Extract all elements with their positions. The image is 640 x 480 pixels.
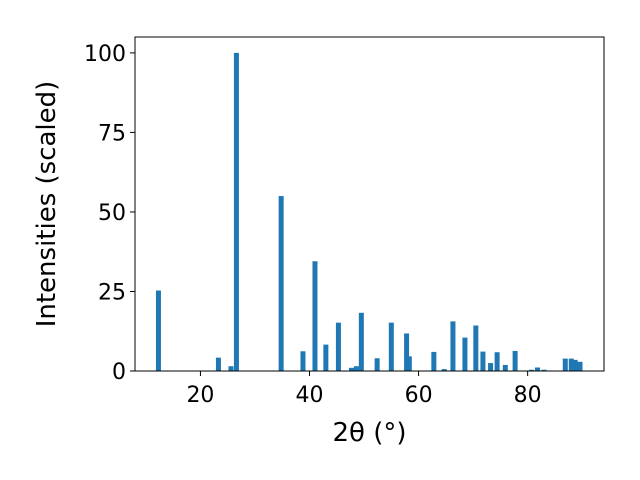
bar-0 [155,290,161,371]
bar-23 [494,352,500,371]
y-axis: 0 25 50 75 100 [84,42,135,385]
bar-24 [502,364,508,371]
bar-22 [488,363,494,371]
bar-2 [228,366,234,371]
bar-20 [473,325,479,371]
bar-10 [353,366,359,371]
bar-32 [577,361,583,371]
y-tick-label: 25 [98,280,126,305]
bars-layer [155,52,583,372]
bar-18 [450,321,456,371]
bar-1 [215,357,221,371]
bar-9 [349,367,354,371]
bar-6 [312,261,318,371]
bar-28 [541,369,547,371]
bar-16 [431,351,437,371]
bar-21 [480,351,486,371]
bar-8 [335,322,341,371]
bar-13 [388,322,394,371]
bar-27 [534,367,540,371]
bar-15 [406,356,412,371]
bar-31 [572,359,578,371]
bar-7 [323,344,329,371]
plot-frame [134,36,605,372]
bar-5 [300,351,306,371]
bar-19 [462,337,468,371]
x-axis-title: 2θ (°) [332,418,406,448]
y-tick-label: 75 [98,121,126,146]
y-tick-label: 50 [98,201,126,226]
bar-25 [512,350,518,371]
x-tick-label: 60 [405,383,433,408]
bar-11 [358,312,364,371]
x-axis: 20 40 60 80 [186,371,542,408]
bar-17 [441,369,447,371]
x-tick-label: 40 [296,383,324,408]
bar-30 [568,358,574,371]
bar-4 [278,196,284,371]
bar-3 [233,52,239,372]
bar-14 [404,333,410,371]
bar-29 [562,358,568,371]
x-tick-label: 80 [514,383,542,408]
bar-26 [528,369,534,371]
y-tick-label: 0 [112,360,126,385]
x-tick-label: 20 [186,383,214,408]
bar-12 [374,358,380,371]
y-axis-title: Intensities (scaled) [32,81,62,328]
y-tick-label: 100 [84,42,126,67]
